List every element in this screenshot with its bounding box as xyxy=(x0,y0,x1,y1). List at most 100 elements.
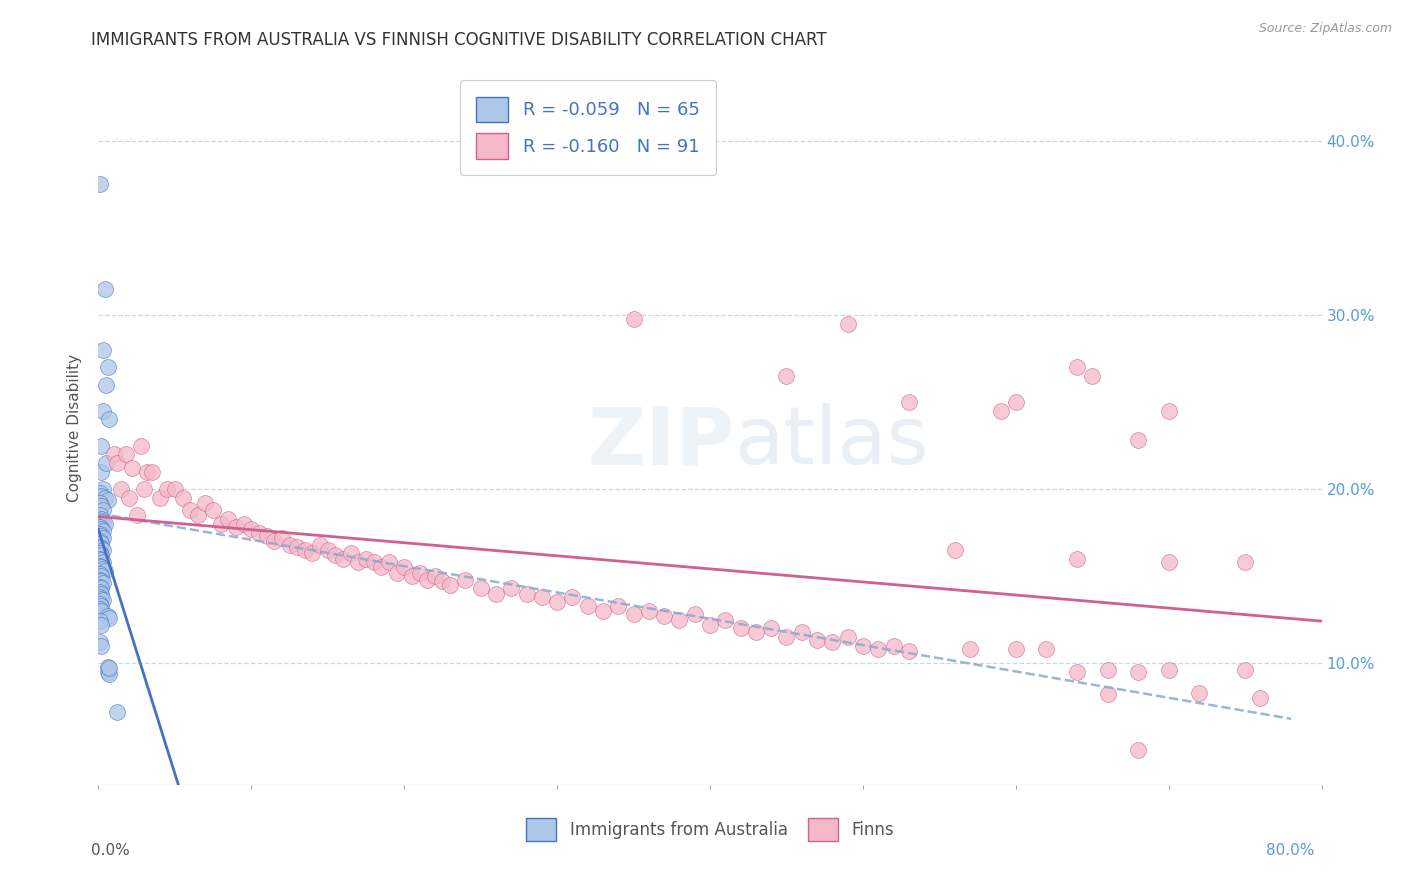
Point xyxy=(90,574,112,589)
Point xyxy=(1097,688,1119,702)
Point xyxy=(745,624,768,639)
Point xyxy=(592,604,614,618)
Point xyxy=(202,503,225,517)
Point xyxy=(90,582,112,596)
Text: 0.0%: 0.0% xyxy=(91,843,131,858)
Point xyxy=(89,573,111,587)
Point xyxy=(90,617,112,632)
Point xyxy=(332,551,354,566)
Point xyxy=(699,617,721,632)
Point xyxy=(278,538,301,552)
Legend: Immigrants from Australia, Finns: Immigrants from Australia, Finns xyxy=(520,811,900,848)
Point xyxy=(156,482,179,496)
Point xyxy=(91,515,114,529)
Point xyxy=(90,541,112,556)
Point xyxy=(623,311,645,326)
Point xyxy=(90,522,112,536)
Point xyxy=(1234,663,1257,677)
Point xyxy=(91,543,114,558)
Point xyxy=(897,395,920,409)
Point xyxy=(868,642,890,657)
Point xyxy=(90,591,112,606)
Point xyxy=(385,566,408,580)
Point xyxy=(806,633,828,648)
Point xyxy=(943,543,966,558)
Point xyxy=(134,482,156,496)
Point xyxy=(1004,395,1026,409)
Point xyxy=(408,566,430,580)
Point xyxy=(501,582,523,596)
Point xyxy=(416,573,439,587)
Point xyxy=(89,527,111,541)
Point xyxy=(89,558,111,573)
Point xyxy=(89,584,111,599)
Point xyxy=(91,403,114,417)
Point xyxy=(91,531,114,545)
Point xyxy=(1066,360,1088,375)
Point xyxy=(1188,686,1211,700)
Point xyxy=(837,317,859,331)
Point xyxy=(439,578,461,592)
Point xyxy=(837,630,859,644)
Point xyxy=(89,496,111,510)
Point xyxy=(1066,665,1088,679)
Point xyxy=(136,465,159,479)
Point xyxy=(89,580,111,594)
Point xyxy=(1157,555,1180,569)
Point xyxy=(93,491,115,505)
Point xyxy=(98,611,121,625)
Point xyxy=(1035,642,1057,657)
Point xyxy=(714,613,737,627)
Point xyxy=(423,569,446,583)
Point xyxy=(89,485,111,500)
Point xyxy=(89,178,111,192)
Point xyxy=(1128,434,1150,448)
Point xyxy=(256,529,278,543)
Point xyxy=(309,538,332,552)
Point xyxy=(125,508,148,523)
Point xyxy=(852,639,875,653)
Point xyxy=(105,705,128,719)
Point xyxy=(149,491,172,505)
Point xyxy=(93,564,115,578)
Point xyxy=(1157,403,1180,417)
Point xyxy=(89,615,111,629)
Point xyxy=(103,447,125,461)
Point xyxy=(883,639,905,653)
Point xyxy=(623,607,645,622)
Point xyxy=(401,569,423,583)
Point xyxy=(730,621,752,635)
Point xyxy=(1128,665,1150,679)
Point xyxy=(90,548,112,562)
Point xyxy=(432,574,454,589)
Point xyxy=(89,546,111,560)
Point xyxy=(93,516,115,531)
Point xyxy=(89,508,111,523)
Point xyxy=(316,543,339,558)
Point xyxy=(392,560,416,574)
Point xyxy=(363,555,385,569)
Point xyxy=(91,593,114,607)
Point xyxy=(90,500,112,514)
Point xyxy=(91,524,114,538)
Point xyxy=(990,403,1012,417)
Point xyxy=(530,590,553,604)
Point xyxy=(232,516,254,531)
Point xyxy=(637,604,661,618)
Point xyxy=(90,569,112,583)
Point xyxy=(129,439,152,453)
Point xyxy=(97,665,120,679)
Text: Source: ZipAtlas.com: Source: ZipAtlas.com xyxy=(1258,22,1392,36)
Point xyxy=(90,599,112,613)
Point xyxy=(89,635,111,649)
Point xyxy=(370,560,392,574)
Text: 80.0%: 80.0% xyxy=(1267,843,1315,858)
Point xyxy=(209,516,232,531)
Point xyxy=(97,659,120,673)
Point xyxy=(775,630,797,644)
Point xyxy=(90,560,112,574)
Point xyxy=(90,604,112,618)
Point xyxy=(454,573,477,587)
Point xyxy=(89,551,111,566)
Point xyxy=(270,531,292,545)
